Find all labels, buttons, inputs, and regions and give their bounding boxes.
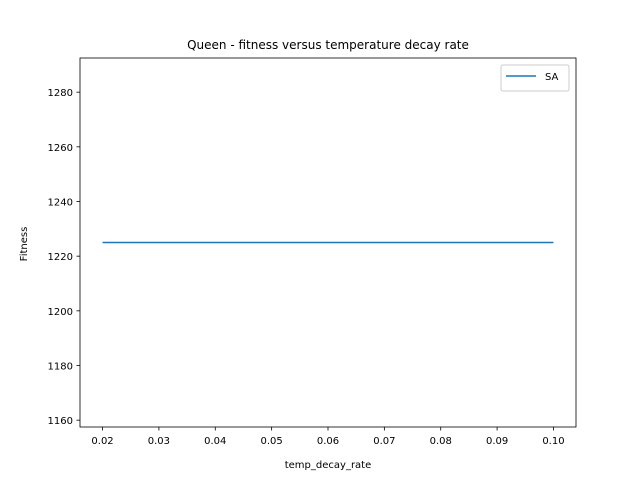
y-tick-label: 1280: [48, 88, 73, 99]
x-tick-label: 0.03: [148, 436, 170, 447]
x-axis-label: temp_decay_rate: [285, 460, 372, 471]
legend-label: SA: [545, 72, 559, 83]
y-tick-label: 1160: [48, 416, 73, 427]
y-tick-label: 1220: [48, 252, 73, 263]
x-tick-label: 0.07: [373, 436, 395, 447]
legend: SA: [500, 64, 570, 92]
x-tick-label: 0.06: [317, 436, 339, 447]
y-axis-label: Fitness: [19, 227, 30, 262]
x-axis: 0.02 0.03 0.04 0.05 0.06 0.07 0.08 0.09 0.10: [91, 427, 565, 447]
y-tick-label: 1180: [48, 362, 73, 373]
y-axis: 1160 1180 1200 1220 1240 1260 1280: [48, 88, 80, 427]
y-tick-label: 1260: [48, 143, 73, 154]
x-tick-label: 0.09: [486, 436, 508, 447]
x-tick-label: 0.05: [261, 436, 283, 447]
y-tick-label: 1240: [48, 198, 73, 209]
y-tick-label: 1200: [48, 307, 73, 318]
x-tick-label: 0.02: [91, 436, 113, 447]
x-tick-label: 0.08: [430, 436, 452, 447]
x-tick-label: 0.10: [542, 436, 564, 447]
legend-frame: [500, 64, 570, 92]
chart-title: Queen - fitness versus temperature decay…: [187, 38, 469, 52]
x-tick-label: 0.04: [204, 436, 226, 447]
